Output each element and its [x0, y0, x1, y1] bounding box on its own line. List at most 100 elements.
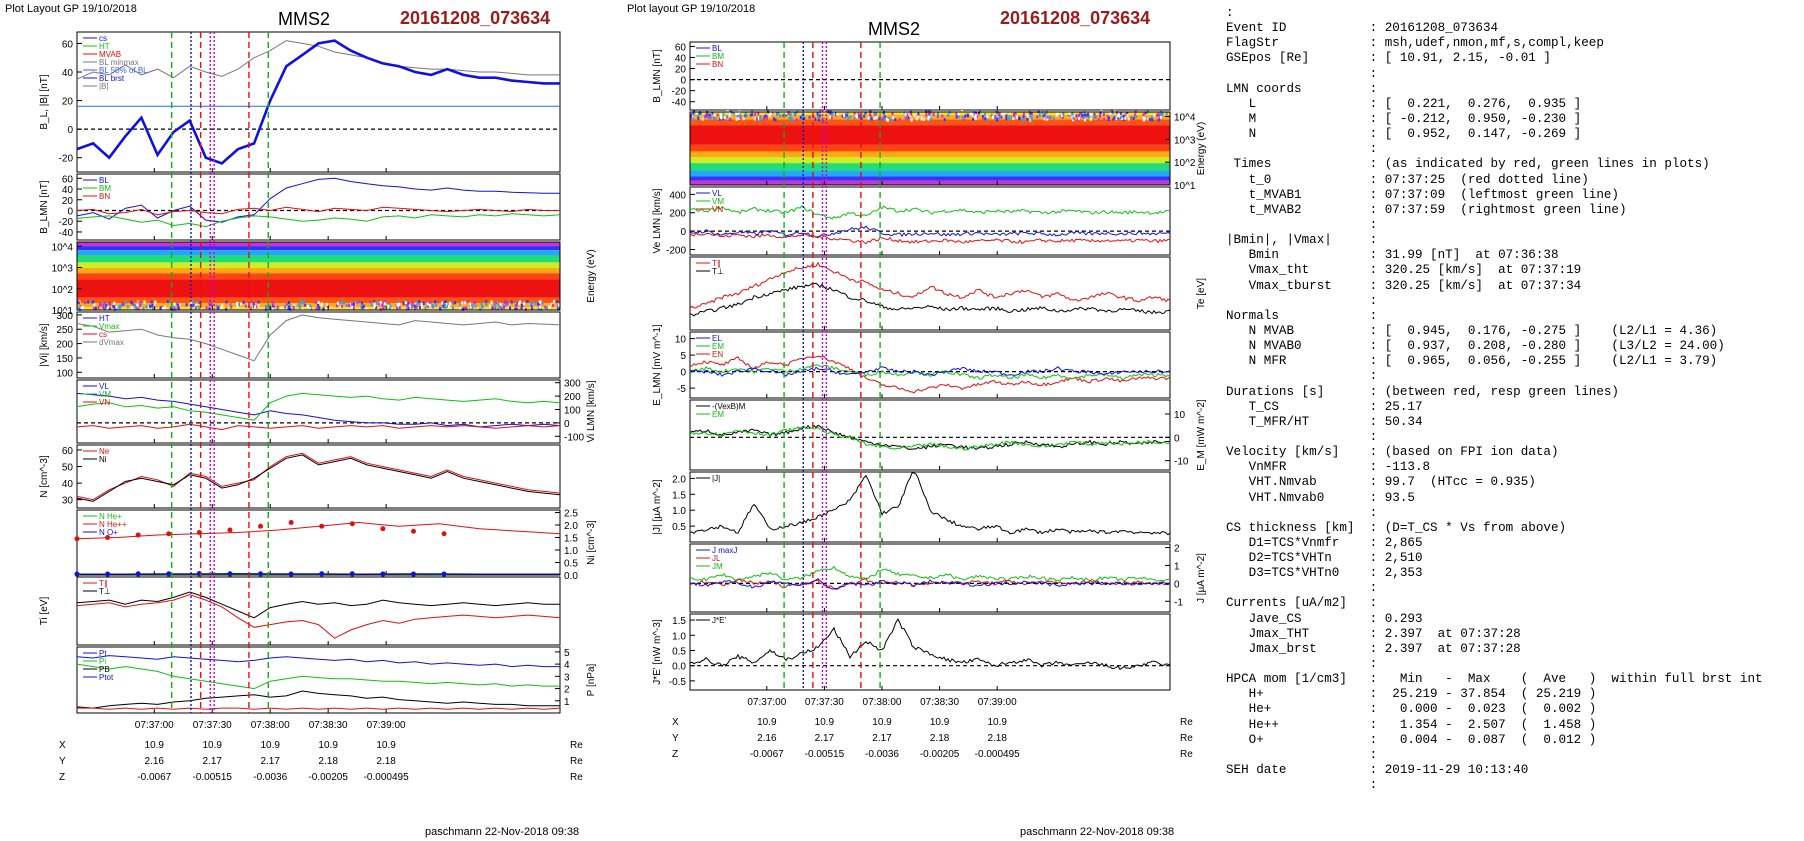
- spectrogram-speckle: [355, 301, 358, 305]
- spectrogram-speckle: [521, 303, 524, 307]
- spectrogram-speckle: [558, 303, 561, 307]
- legend-entry: BM: [712, 52, 724, 61]
- y-tick-label: 0: [564, 419, 570, 430]
- spectrogram-speckle: [1015, 115, 1018, 119]
- series-line: [76, 423, 561, 431]
- spectrogram-speckle: [864, 111, 867, 115]
- spectrogram-speckle: [1080, 111, 1083, 115]
- spectrogram-speckle: [1127, 117, 1130, 121]
- spectrogram-speckle: [93, 303, 96, 307]
- summary-key: Currents [uA/m2]: [1226, 596, 1370, 611]
- summary-value: : [ 0.945, 0.176, -0.275 ] (L2/L1 = 4.36…: [1369, 323, 1718, 338]
- spectrogram-speckle: [738, 116, 741, 120]
- spectrogram-speckle: [245, 304, 248, 308]
- y-tick-label: 200: [669, 209, 686, 220]
- spectrogram-speckle: [734, 111, 737, 115]
- spectrogram-speckle: [996, 118, 999, 122]
- spectrogram-speckle: [434, 300, 437, 304]
- spectrogram-speckle: [802, 112, 805, 116]
- spectrogram-speckle: [1029, 118, 1032, 122]
- summary-key: |Bmin|, |Vmax|: [1226, 233, 1370, 248]
- spectrogram-speckle: [548, 305, 551, 309]
- spectrogram-speckle: [915, 117, 918, 121]
- y-tick-label: 10: [1174, 410, 1186, 421]
- summary-row: :: [1226, 430, 1800, 445]
- spectrogram-speckle: [1038, 114, 1041, 118]
- summary-key: [1226, 142, 1370, 156]
- time-tick-label: 07:39:00: [367, 720, 406, 731]
- legend-entry: BL minmax: [99, 58, 139, 67]
- y-tick-label: 10^1: [52, 306, 74, 317]
- panel-frame: [689, 111, 1171, 186]
- spectrogram-speckle: [126, 305, 129, 309]
- spectrogram-speckle: [986, 114, 989, 118]
- summary-key: N MVAB: [1226, 323, 1370, 338]
- legend-entry: N He++: [99, 520, 127, 529]
- summary-key: H+: [1226, 687, 1370, 702]
- spectrogram-speckle: [1142, 116, 1145, 120]
- spectrogram-speckle: [920, 115, 923, 119]
- spectrogram-speckle: [998, 112, 1001, 116]
- spectrogram-speckle: [1042, 114, 1045, 118]
- spectrogram-speckle: [698, 111, 701, 115]
- spectrogram-speckle: [744, 111, 747, 115]
- spectrogram-speckle: [373, 302, 376, 306]
- spectrogram-speckle: [137, 307, 140, 311]
- spectrogram-speckle: [1055, 113, 1058, 117]
- spectrogram-speckle: [771, 111, 774, 115]
- legend-entry: BN: [712, 60, 723, 69]
- spectrogram-speckle: [982, 117, 985, 121]
- spectrogram-speckle: [704, 115, 707, 119]
- summary-row: Jave_CS : 0.293: [1226, 612, 1800, 627]
- spectrogram-speckle: [1004, 111, 1007, 115]
- series-point: [74, 536, 80, 542]
- spectrogram-speckle: [172, 306, 175, 310]
- ephemeris-label: Z: [59, 772, 65, 783]
- spectrogram-speckle: [1005, 117, 1008, 121]
- probe-title-mid: MMS2: [868, 19, 921, 39]
- summary-key: VHT.Nmvab0: [1226, 490, 1370, 505]
- spectrogram-speckle: [132, 302, 135, 306]
- summary-value: : 93.5: [1369, 490, 1415, 505]
- spectrogram-speckle: [886, 118, 889, 122]
- spectrogram-speckle: [396, 307, 399, 311]
- spectrogram-speckle: [1103, 118, 1106, 122]
- y-tick-label: -0.5: [669, 677, 687, 688]
- spectrogram-speckle: [420, 305, 423, 309]
- spectrogram-speckle: [1008, 115, 1011, 119]
- spectrogram-speckle: [164, 307, 167, 311]
- spectrogram-speckle: [112, 304, 115, 308]
- spectrogram-speckle: [240, 302, 243, 306]
- spectrogram-speckle: [255, 305, 258, 309]
- summary-key: N MFR: [1226, 354, 1370, 369]
- spectrogram-speckle: [249, 307, 252, 311]
- spectrogram-speckle: [503, 300, 506, 304]
- time-tick-label: 07:38:30: [920, 697, 959, 708]
- spectrogram-speckle: [755, 117, 758, 121]
- spectrogram-speckle: [1026, 114, 1029, 118]
- spectrogram-speckle: [520, 306, 523, 310]
- spectrogram-speckle: [431, 303, 434, 307]
- probe-title-left: MMS2: [278, 9, 331, 29]
- spectrogram-speckle: [1122, 118, 1125, 122]
- spectrogram-speckle: [90, 301, 93, 305]
- spectrogram-speckle: [118, 305, 121, 309]
- summary-row: FlagStr : msh,udef,nmon,mf,s,compl,keep: [1226, 36, 1800, 51]
- y-tick-label: 40: [62, 68, 74, 79]
- y-tick-label: 40: [675, 53, 687, 64]
- y-axis-label: Vi LMN [km/s]: [586, 380, 597, 442]
- spectrogram-speckle: [464, 306, 467, 310]
- summary-value: :: [1369, 308, 1378, 323]
- spectrogram-speckle: [336, 301, 339, 305]
- spectrogram-speckle: [220, 305, 223, 309]
- spectrogram-speckle: [789, 113, 792, 117]
- spectrogram-speckle: [197, 301, 200, 305]
- panel-frame: [689, 331, 1171, 399]
- spectrogram-speckle: [395, 304, 398, 308]
- spectrogram-band: [690, 144, 1170, 152]
- series-point: [166, 531, 172, 537]
- spectrogram-speckle: [1029, 114, 1032, 118]
- time-tick-label: 07:38:30: [309, 720, 348, 731]
- series-line: [76, 594, 561, 639]
